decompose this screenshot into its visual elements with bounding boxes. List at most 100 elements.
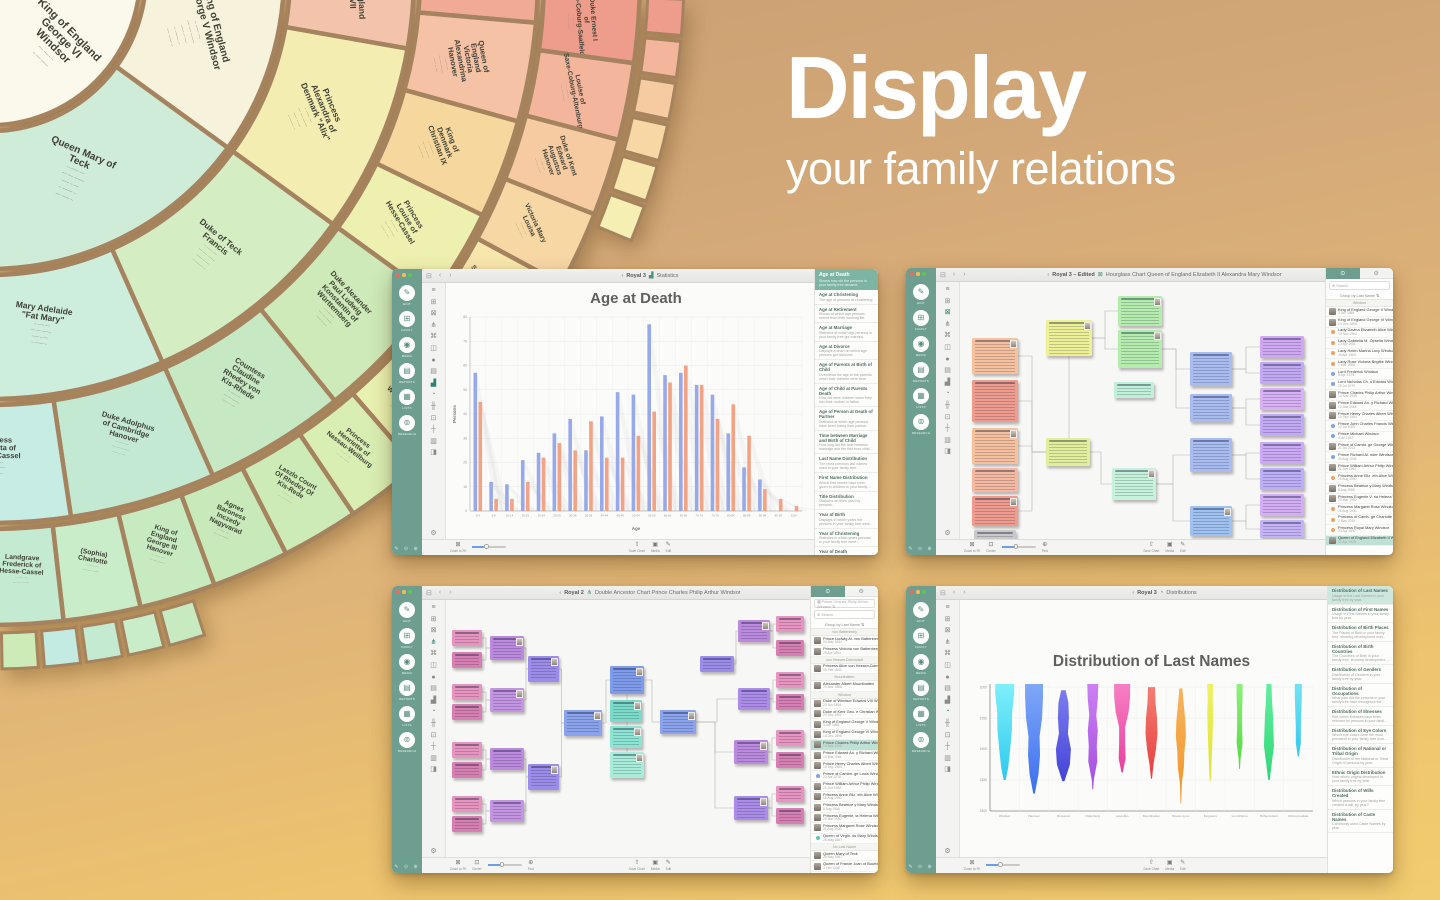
person-box[interactable] [972, 380, 1018, 422]
person-list-item[interactable]: Lord Frederick Windsor 6 Apr 1979 [1326, 369, 1393, 380]
person-list-item[interactable]: Princess Beatrice y Mary Windsor 8 Aug 19… [811, 802, 878, 813]
distribution-list-item[interactable]: Distribution of First Names Usage of Firs… [1328, 605, 1393, 624]
person-list-item[interactable]: Princess Anne Eliz. eth Alice Windsor15 … [811, 792, 878, 803]
zoom-slider-knob[interactable] [1013, 544, 1019, 549]
bar-male[interactable] [758, 479, 762, 511]
rail-icon[interactable]: ▥ [944, 754, 951, 762]
window-double-ancestor[interactable]: ✎ Edit ⊞ Family ◉ Media ▤ Reports ▦ Lists ⊚ Researc… [392, 586, 878, 873]
rail-icon[interactable]: ◔ [431, 708, 436, 716]
statistic-list-item[interactable]: Year of Christening Statistics in which y… [815, 529, 878, 548]
bar-male[interactable] [726, 433, 731, 511]
violin-Bowes-Lyon[interactable] [1175, 688, 1186, 804]
edit-button[interactable]: ✎ Edit [666, 860, 672, 871]
rail-icon[interactable]: ≡ [945, 286, 950, 293]
sidebar-item-lists[interactable]: ▦ Lists [908, 705, 934, 727]
person-list-item[interactable]: Princess Margaret Rose Windsor 21 Aug 193… [1326, 504, 1393, 515]
rail-icon[interactable]: ≡ [945, 604, 950, 611]
rail-icon[interactable]: ● [431, 356, 436, 364]
person-box[interactable] [1118, 330, 1162, 368]
panel-toggle-icon[interactable]: ⊟ [940, 271, 949, 279]
person-list-item[interactable]: Lady Gabriella M. Ophelia Windsor 23 Apr … [1326, 338, 1393, 349]
rail-icon[interactable]: ≡ [431, 287, 436, 294]
edit-button[interactable]: ✎ Edit [1180, 860, 1186, 871]
person-box[interactable] [490, 748, 524, 770]
person-box[interactable] [610, 666, 644, 694]
tab-settings[interactable]: ⚙ [844, 586, 878, 597]
rail-icon[interactable]: ┼ [431, 426, 436, 434]
rail-icon[interactable]: ⌘ [430, 333, 437, 341]
violin-Ferguson[interactable] [1207, 684, 1214, 782]
find-button[interactable]: ⊕ Find [528, 860, 534, 871]
rail-icon[interactable]: ⊞ [430, 615, 437, 623]
bar-male[interactable] [568, 418, 572, 511]
person-list-item[interactable]: Queen Mary of Teck 26 May 1867 [811, 851, 878, 862]
sidebar-item-reports[interactable]: ▤ Reports [394, 362, 420, 384]
fan-outer-stub[interactable] [40, 625, 83, 669]
rail-icon[interactable]: ⌘ [944, 332, 951, 340]
window-distributions[interactable]: ✎ Edit ⊞ Family ◉ Media ▤ Reports ▦ Lists ⊚ Researc… [906, 586, 1393, 873]
bar-female[interactable] [525, 481, 530, 511]
person-box[interactable] [738, 688, 770, 710]
sidebar-item-research[interactable]: ⊚ Research [394, 731, 420, 753]
rail-icon[interactable]: ▤ [944, 367, 951, 375]
person-list-item[interactable]: Alexander Albert Mountbatten 23 Nov 1886 [811, 681, 878, 692]
rail-icon[interactable]: ◨ [430, 449, 437, 457]
person-list-item[interactable]: Lady Davina Elizabeth Alice Windsor19 No… [1326, 328, 1393, 339]
media-button[interactable]: ▣ Media [651, 542, 660, 553]
person-list-item[interactable]: Duke of Kent Geo. e Christian Windsor20 … [811, 709, 878, 720]
person-list-item[interactable]: Lady Helen Marina Lucy Windsor 28 Apr 196… [1326, 349, 1393, 359]
person-box[interactable] [1190, 394, 1232, 422]
person-list-item[interactable]: Prince Henry Charles Albert Windsor15 Se… [811, 761, 878, 772]
rail-icon[interactable]: ▟ [430, 696, 437, 704]
bar-male[interactable] [520, 460, 525, 511]
rail-icon[interactable]: ▟ [944, 696, 951, 704]
sidebar-footer-icons[interactable]: ✎ ⊙ ⊕ [908, 864, 934, 870]
person-list-item[interactable]: Prince Michael Windsor 4 Jul 1942 [1326, 432, 1393, 443]
distribution-list-item[interactable]: Distribution of Eye Colors Which eye colo… [1328, 726, 1393, 745]
save-chart-button[interactable]: ⇧ Save Chart [1143, 860, 1159, 871]
bar-female[interactable] [510, 498, 514, 511]
statistic-list-item[interactable]: Age at Retirement Shows at which age pers… [815, 305, 878, 324]
bar-male[interactable] [663, 375, 667, 511]
person-list-item[interactable]: King of England George VI Windsor14 Dec … [811, 730, 878, 741]
statistic-list-item[interactable]: First Name Distribution Which first names… [815, 473, 878, 492]
person-box[interactable] [1260, 442, 1304, 464]
tab-persons[interactable]: ⊙ [1326, 268, 1360, 279]
person-list-item[interactable]: Prince of Cambr. ge George Windsor22 Jul… [1326, 442, 1393, 453]
rail-icon[interactable]: ◫ [430, 661, 437, 669]
bar-female[interactable] [684, 365, 688, 512]
person-list-item[interactable]: Prince John Charles Francis Windsor12 Ju… [1326, 421, 1393, 432]
person-box[interactable] [1190, 352, 1232, 386]
sidebar-item-edit[interactable]: ✎ Edit [908, 601, 934, 623]
fan-segment[interactable] [0, 397, 74, 526]
sidebar-item-research[interactable]: ⊚ Research [908, 413, 934, 435]
distribution-list-item[interactable]: Distribution of Wills Created Which perso… [1328, 786, 1393, 810]
window-hourglass-chart[interactable]: ✎ Edit ⊞ Family ◉ Media ▤ Reports ▦ Lists ⊚ Researc… [906, 268, 1393, 555]
rail-icon[interactable]: ◨ [944, 448, 951, 456]
person-box[interactable] [776, 640, 804, 656]
bar-female[interactable] [794, 506, 799, 511]
minimize-button[interactable] [916, 590, 920, 594]
rail-icon[interactable]: ◨ [430, 766, 437, 774]
history-arrows[interactable]: ‹ › [952, 271, 969, 278]
window-controls[interactable] [906, 586, 936, 594]
bar-male[interactable] [552, 433, 557, 511]
gear-icon[interactable]: ⚙ [944, 530, 951, 537]
person-box[interactable] [610, 752, 644, 778]
statistic-list-item[interactable]: Age of Parents at Birth of Child Overview… [815, 360, 878, 384]
fan-segment[interactable] [113, 0, 286, 151]
sidebar-item-reports[interactable]: ▤ Reports [394, 679, 420, 701]
person-box[interactable] [528, 764, 559, 790]
distribution-list-item[interactable]: Distribution of Birth Countries The Count… [1328, 642, 1393, 666]
window-controls[interactable] [392, 269, 422, 277]
fan-outer-stub[interactable] [158, 598, 207, 648]
bar-female[interactable] [636, 435, 641, 511]
person-box[interactable] [452, 796, 482, 812]
media-button[interactable]: ▣ Media [1165, 542, 1174, 553]
edit-button[interactable]: ✎ Edit [1180, 542, 1186, 553]
bar-male[interactable] [679, 372, 683, 511]
person-list-item[interactable]: Princess Margaret Rose Windsor 21 Aug 193… [811, 823, 878, 834]
rail-icon[interactable]: ⊡ [430, 731, 437, 739]
search-input[interactable]: ⊕ Search [814, 610, 875, 619]
fan-outer-stub[interactable] [79, 619, 125, 664]
